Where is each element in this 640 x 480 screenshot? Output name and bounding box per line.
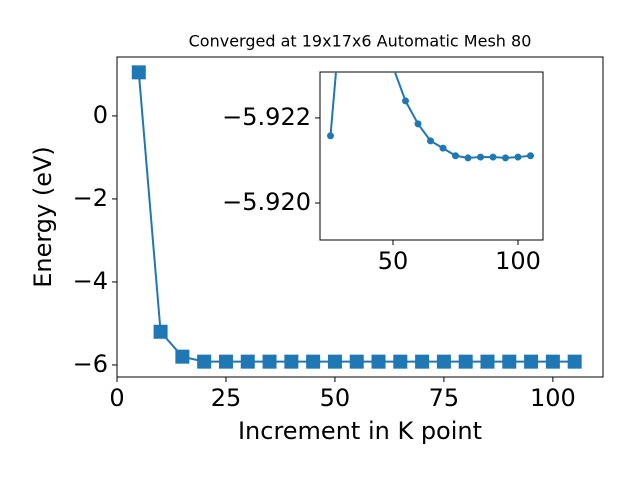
marker bbox=[393, 354, 408, 369]
x-tick-label: 100 bbox=[495, 247, 541, 275]
marker bbox=[439, 144, 447, 152]
marker bbox=[131, 65, 146, 80]
y-tick-label: −5.922 bbox=[222, 103, 311, 131]
x-axis-label: Increment in K point bbox=[238, 417, 482, 445]
plot-area bbox=[327, 72, 534, 162]
y-axis-label: Energy (eV) bbox=[29, 146, 57, 288]
x-tick-label: 0 bbox=[109, 384, 124, 412]
y-tick-label: 0 bbox=[93, 101, 108, 129]
y-tick-label: −6 bbox=[73, 350, 108, 378]
marker bbox=[477, 153, 484, 161]
marker bbox=[402, 97, 409, 105]
marker bbox=[524, 354, 539, 369]
marker bbox=[240, 354, 255, 369]
plot-frame bbox=[319, 71, 544, 241]
marker bbox=[284, 354, 299, 369]
marker bbox=[218, 354, 233, 369]
marker bbox=[452, 152, 459, 160]
marker bbox=[480, 354, 495, 369]
marker bbox=[464, 154, 472, 162]
x-tick-label: 75 bbox=[429, 384, 460, 412]
marker bbox=[502, 354, 517, 369]
x-tick-label: 25 bbox=[211, 384, 242, 412]
plot-area bbox=[131, 65, 582, 369]
marker bbox=[327, 132, 334, 140]
marker bbox=[371, 354, 386, 369]
x-tick-label: 50 bbox=[320, 384, 351, 412]
chart-title: Converged at 19x17x6 Automatic Mesh 80 bbox=[189, 32, 532, 51]
marker bbox=[527, 152, 534, 160]
marker bbox=[567, 354, 582, 369]
x-tick-label: 50 bbox=[378, 247, 409, 275]
marker bbox=[306, 354, 321, 369]
marker bbox=[489, 153, 497, 161]
marker bbox=[436, 354, 451, 369]
marker bbox=[327, 354, 342, 369]
y-tick-label: −4 bbox=[73, 267, 108, 295]
x-tick-label: 100 bbox=[530, 384, 576, 412]
marker bbox=[197, 354, 212, 369]
marker bbox=[262, 354, 277, 369]
marker bbox=[545, 354, 560, 369]
marker bbox=[427, 137, 434, 145]
marker bbox=[349, 354, 364, 369]
marker bbox=[414, 120, 422, 128]
y-tick-label: −5.920 bbox=[222, 188, 311, 216]
y-tick-label: −2 bbox=[73, 184, 108, 212]
marker bbox=[514, 153, 522, 161]
marker bbox=[175, 349, 190, 364]
marker bbox=[458, 354, 473, 369]
marker bbox=[153, 324, 168, 339]
marker bbox=[415, 354, 430, 369]
marker bbox=[502, 154, 509, 162]
